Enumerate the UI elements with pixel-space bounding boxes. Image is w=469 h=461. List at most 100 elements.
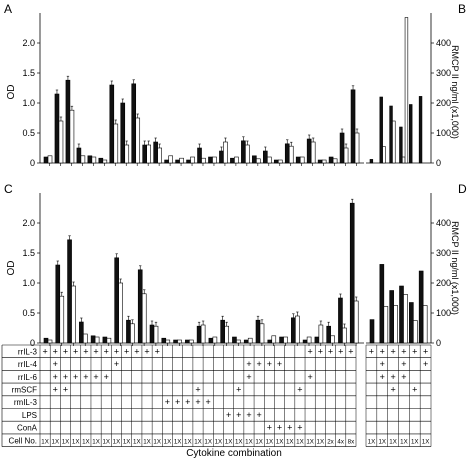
bar (302, 339, 308, 344)
bar (220, 319, 225, 344)
bar (47, 339, 53, 344)
bar (161, 337, 167, 344)
bar (393, 305, 398, 344)
table-plus-mark: + (175, 397, 180, 407)
bar (418, 270, 424, 344)
table-plus-mark: + (104, 372, 109, 382)
bar (318, 324, 324, 344)
y-tick-label: 0.5 (22, 308, 35, 318)
bar (277, 159, 283, 164)
bar (102, 336, 108, 344)
bar (330, 335, 335, 344)
table-plus-mark: + (206, 397, 211, 407)
bar (197, 147, 202, 164)
bar (208, 337, 214, 344)
table-row-label: rrIL-4 (18, 360, 38, 369)
table-row-label: rmIL-3 (14, 398, 38, 407)
bar (256, 158, 261, 164)
bar (418, 96, 423, 164)
y-tick-label: 400 (436, 218, 451, 228)
table-plus-mark-right: + (380, 372, 385, 382)
y-tick-label: 1.5 (22, 248, 35, 258)
cell-no-value: 1X (41, 438, 49, 445)
bar (219, 150, 224, 164)
bar (354, 132, 360, 164)
x-axis-label: Cytokine combination (186, 448, 282, 459)
bar (124, 144, 130, 164)
bar (175, 159, 180, 164)
bar (339, 132, 345, 164)
table-plus-mark: + (83, 346, 88, 356)
cell-no-value-right: 1X (422, 438, 430, 445)
bar (87, 155, 93, 164)
table-row-label: ConA (17, 424, 38, 433)
table-plus-mark: + (114, 359, 119, 369)
y-tick-label: 200 (436, 278, 451, 288)
panel-b: 0 100 200 300 400 (366, 13, 451, 168)
bar (343, 147, 349, 164)
ylabel-rmcp-bottom: RMCP II ng/ml (x1,000) (450, 221, 460, 315)
table-plus-mark-right: + (412, 384, 417, 394)
bar (201, 157, 206, 164)
table-row-label: rrIL-6 (18, 373, 38, 382)
cell-no-value: 1X (225, 438, 233, 445)
cell-no-value: 1X (215, 438, 223, 445)
bar (263, 150, 268, 164)
bar (243, 339, 249, 344)
table-row-label: rmSCF (12, 385, 37, 394)
bar (126, 319, 131, 344)
cell-no-value-right: 1X (389, 438, 397, 445)
bar (118, 282, 123, 344)
table-plus-mark: + (53, 384, 58, 394)
bar (55, 264, 61, 344)
bar (135, 117, 141, 164)
table-plus-mark: + (195, 384, 200, 394)
bar (98, 157, 104, 164)
bar (91, 156, 97, 164)
bar (306, 138, 312, 164)
bar (342, 327, 347, 344)
cell-no-value: 1X (153, 438, 161, 445)
table-plus-mark: + (73, 372, 78, 382)
table-plus-mark: + (307, 372, 312, 382)
y-tick-label: 0 (436, 158, 441, 168)
ylabel-rmcp-top: RMCP II ng/ml (x1,000) (450, 45, 460, 139)
bar (369, 319, 375, 344)
table-plus-mark: + (257, 359, 262, 369)
bar (295, 315, 300, 344)
table-plus-mark-right: + (369, 346, 374, 356)
cell-no-value: 1X (245, 438, 253, 445)
table-plus-mark: + (73, 346, 78, 356)
bar (186, 159, 191, 164)
table-plus-mark: + (93, 372, 98, 382)
table-plus-mark-right: + (401, 359, 406, 369)
bar (392, 120, 396, 164)
bar (273, 159, 279, 164)
y-tick-label: 1.5 (22, 68, 35, 78)
table-plus-mark: + (246, 372, 251, 382)
bar (389, 105, 393, 164)
table-plus-mark-right: + (423, 346, 428, 356)
bar (409, 302, 414, 344)
bar (196, 325, 202, 344)
table-plus-mark: + (124, 346, 129, 356)
cell-no-value: 1X (204, 438, 212, 445)
bar (173, 339, 178, 344)
table-plus-mark-right: + (380, 346, 385, 356)
y-tick-label: 2.0 (22, 38, 35, 48)
bar (230, 157, 235, 164)
bar (382, 146, 386, 164)
bar (404, 17, 409, 164)
bar (102, 159, 108, 164)
bar (306, 336, 312, 344)
bar (288, 145, 294, 164)
bar (200, 324, 206, 344)
table-plus-mark: + (307, 346, 312, 356)
panel-label-a: A (4, 2, 12, 16)
table-plus-mark: + (83, 372, 88, 382)
bar (267, 156, 272, 164)
bar (76, 147, 82, 164)
y-tick-label: 200 (436, 98, 451, 108)
bar (232, 336, 237, 344)
table-plus-mark: + (63, 372, 68, 382)
